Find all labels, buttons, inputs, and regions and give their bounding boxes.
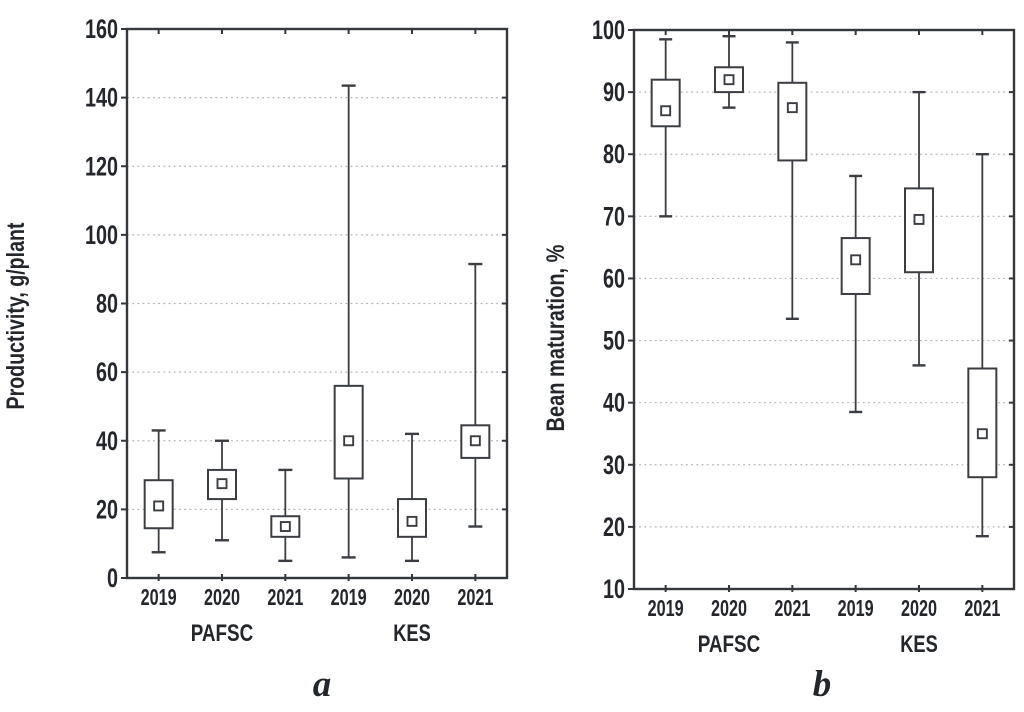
mean-marker (343, 435, 355, 447)
y-tick-label: 70 (603, 201, 625, 231)
box-plot-box (777, 81, 808, 162)
mean-marker (850, 254, 862, 266)
y-tick-label: 40 (96, 426, 118, 456)
x-category-label: 2019 (331, 584, 367, 610)
y-tick-label: 20 (96, 494, 118, 524)
y-tick-label: 20 (603, 512, 625, 542)
y-tick-label: 50 (603, 326, 625, 356)
box-plot-box (904, 187, 934, 274)
x-category-label: 2019 (141, 584, 177, 610)
x-category-label: 2021 (267, 584, 303, 610)
mean-marker (216, 478, 228, 490)
mean-marker (279, 521, 291, 532)
x-category-label: 2019 (648, 595, 684, 621)
y-tick-label: 40 (603, 388, 625, 418)
x-group-label: KES (393, 620, 431, 647)
box-plot-box (333, 384, 364, 480)
x-category-label: 2020 (204, 584, 240, 610)
mean-marker (660, 105, 672, 117)
y-axis-title: Bean maturation, % (542, 245, 570, 432)
y-tick-label: 10 (603, 574, 625, 604)
y-tick-label: 100 (85, 220, 118, 250)
mean-marker (406, 515, 418, 527)
y-tick-label: 60 (96, 357, 118, 387)
x-category-label: 2020 (711, 595, 747, 621)
y-tick-label: 80 (96, 289, 118, 319)
mean-marker (976, 428, 988, 440)
box-plot-box (840, 237, 871, 295)
x-category-label: 2021 (964, 595, 1000, 621)
panel-letter-a: a (312, 664, 332, 705)
mean-marker (153, 500, 165, 512)
y-tick-label: 100 (592, 15, 625, 45)
box-plot-box (967, 367, 998, 479)
mean-marker (723, 74, 735, 86)
y-tick-label: 30 (603, 450, 625, 480)
x-group-label: PAFSC (698, 631, 761, 658)
x-category-label: 2021 (457, 584, 493, 610)
y-tick-label: 0 (107, 563, 118, 593)
box-plot-box (650, 78, 681, 128)
y-tick-label: 140 (85, 83, 118, 113)
y-tick-label: 120 (85, 151, 118, 181)
x-category-label: 2019 (838, 595, 874, 621)
mean-marker (469, 435, 481, 447)
mean-marker (913, 213, 925, 225)
y-tick-label: 90 (603, 77, 625, 107)
panel-letter-b: b (812, 664, 832, 705)
y-tick-label: 160 (85, 14, 118, 44)
axes-frame (632, 28, 1016, 591)
x-group-label: PAFSC (191, 620, 254, 647)
x-group-label: KES (900, 631, 938, 658)
x-category-label: 2020 (394, 584, 430, 610)
mean-marker (786, 102, 798, 114)
y-tick-label: 60 (603, 263, 625, 293)
x-category-label: 2021 (774, 595, 810, 621)
y-tick-label: 80 (603, 139, 625, 169)
x-category-label: 2020 (901, 595, 937, 621)
y-axis-title: Productivity, g/plant (2, 222, 30, 410)
